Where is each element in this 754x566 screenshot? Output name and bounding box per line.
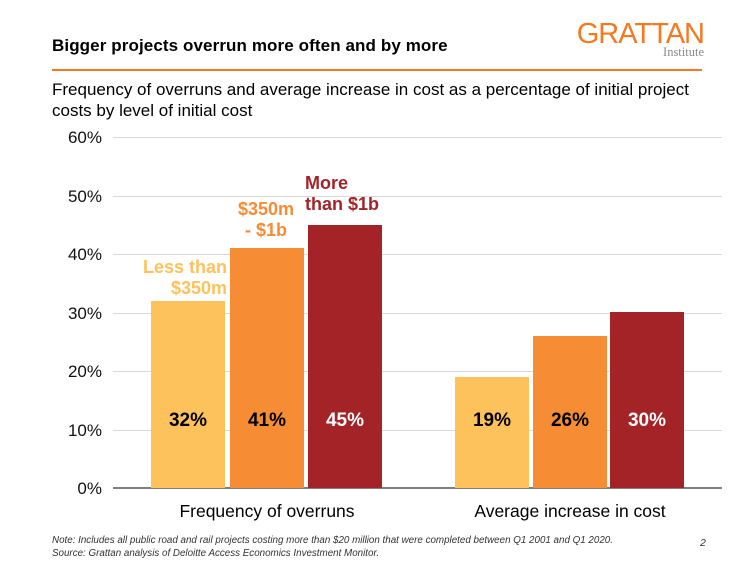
- gridline: [113, 312, 722, 314]
- title-underline: [52, 69, 702, 71]
- bar--350m-1b-0: 41%: [230, 248, 304, 488]
- plot-area: Less than $350m $350m - $1b More than $1…: [113, 137, 722, 521]
- series-label-more-than-1b: More than $1b: [305, 173, 465, 215]
- bar-value-label: 30%: [627, 410, 667, 431]
- footnote-note: Note: Includes all public road and rail …: [52, 535, 613, 546]
- series-label-line: Less than: [142, 257, 227, 277]
- footnote: Note: Includes all public road and rail …: [52, 535, 613, 560]
- series-label-line: $350m: [237, 199, 295, 219]
- bar-value-label: 45%: [325, 410, 365, 431]
- y-tick-label: 50%: [67, 186, 102, 206]
- grattan-logo: GRATTAN Institute: [576, 18, 705, 59]
- y-tick-label: 20%: [67, 362, 102, 381]
- y-tick-label: 40%: [67, 245, 102, 264]
- series-label-line: More: [305, 173, 349, 193]
- gridline: [113, 137, 722, 138]
- bar-value-label: 32%: [168, 410, 208, 431]
- bar-more-than-1b-0: 45%: [308, 225, 382, 488]
- series-label-line: - $1b: [244, 220, 287, 240]
- series-label-350m-1b: $350m - $1b: [206, 199, 326, 241]
- grattan-logo-wordmark: GRATTAN: [576, 18, 705, 50]
- bar-value-label: 26%: [550, 410, 590, 431]
- y-tick-label: 10%: [67, 420, 102, 440]
- series-label-line: $350m: [170, 278, 227, 298]
- chart-subtitle: Frequency of overruns and average increa…: [52, 80, 689, 120]
- series-label-less-than-350m: Less than $350m: [113, 257, 227, 299]
- gridline: [113, 195, 722, 197]
- category-label-0: Frequency of overruns: [179, 501, 355, 521]
- page-number: 2: [700, 537, 706, 549]
- category-label-1: Average increase in cost: [474, 501, 666, 521]
- y-axis: 60% 50% 40% 30% 20% 10% 0%: [40, 128, 102, 498]
- bar-less-than-350m-0: 32%: [151, 301, 225, 488]
- y-tick-label: 30%: [67, 303, 102, 323]
- bar-more-than-1b-1: 30%: [610, 312, 684, 488]
- bar-value-label: 41%: [247, 410, 287, 431]
- series-label-line: than $1b: [305, 194, 380, 214]
- y-tick-label: 0%: [77, 479, 102, 498]
- gridline: [113, 429, 722, 431]
- y-tick-label: 60%: [67, 128, 102, 147]
- bar-value-label: 19%: [472, 410, 512, 431]
- bar--350m-1b-1: 26%: [533, 336, 607, 488]
- page-title: Bigger projects overrun more often and b…: [52, 36, 448, 55]
- grattan-logo-institute: Institute: [663, 45, 704, 59]
- bar-less-than-350m-1: 19%: [455, 377, 529, 488]
- gridline: [113, 254, 722, 255]
- x-axis-line: [113, 487, 722, 489]
- footnote-source: Source: Grattan analysis of Deloitte Acc…: [52, 547, 380, 559]
- gridline: [113, 371, 722, 372]
